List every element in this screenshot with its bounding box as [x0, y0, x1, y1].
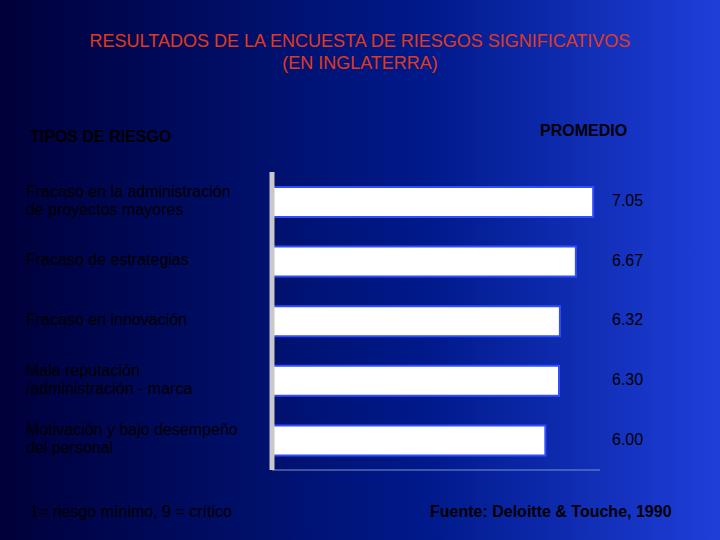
html-text:TIPOS DE RIESGO: TIPOS DE RIESGO	[30, 128, 172, 145]
svg-text:6.67: 6.67	[612, 252, 643, 269]
svg-text:Motivación y bajo desempeñodel: Motivación y bajo desempeñodel personal	[26, 421, 238, 456]
svg-text:Fracaso en la administraciónde: Fracaso en la administraciónde proyectos…	[26, 183, 231, 218]
html-text:RESULTADOS DE LA ENCUESTA DE R: RESULTADOS DE LA ENCUESTA DE RIESGOS SIG…	[89, 31, 631, 73]
html-text:Fuente: Deloitte & Touche, 199: Fuente: Deloitte & Touche, 1990	[430, 503, 672, 520]
svg-text:6.32: 6.32	[612, 311, 643, 328]
svg-text:6.00: 6.00	[612, 431, 643, 448]
svg-text:Mala reputación/administración: Mala reputación/administración - marca	[26, 362, 192, 397]
svg-text:7.05: 7.05	[612, 192, 643, 209]
html-text:1= riesgo mínimo, 9 = crítico: 1= riesgo mínimo, 9 = crítico	[30, 503, 232, 520]
svg-text:Fracaso en innovación: Fracaso en innovación	[26, 311, 187, 328]
html-text:PROMEDIO: PROMEDIO	[540, 122, 628, 139]
svg-text:6.30: 6.30	[612, 371, 643, 388]
svg-text:Fracaso de estrategias: Fracaso de estrategias	[26, 252, 189, 269]
